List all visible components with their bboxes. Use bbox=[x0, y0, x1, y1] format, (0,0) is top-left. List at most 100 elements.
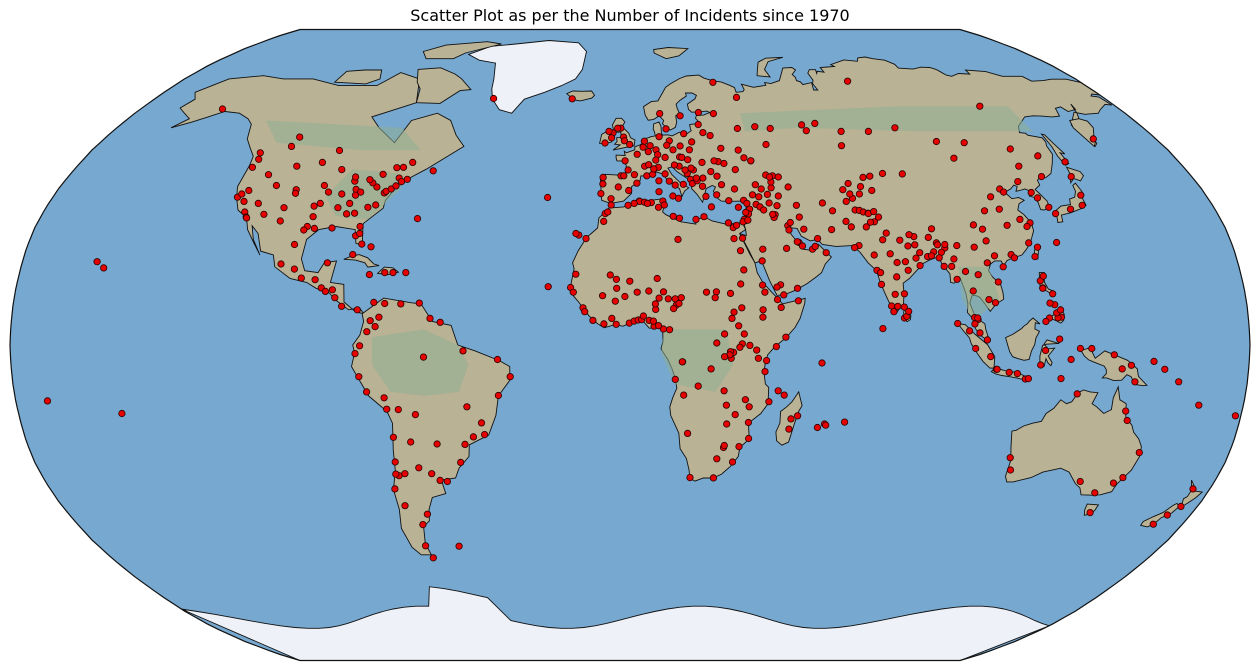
incident-point bbox=[847, 223, 855, 231]
incident-point bbox=[1010, 254, 1019, 262]
incident-point bbox=[659, 325, 668, 333]
incident-point bbox=[709, 110, 718, 118]
incident-point bbox=[644, 148, 652, 156]
incident-point bbox=[630, 171, 639, 179]
incident-point bbox=[843, 77, 852, 85]
incident-point bbox=[736, 343, 744, 351]
incident-point bbox=[772, 342, 781, 351]
incident-point bbox=[337, 302, 346, 310]
incident-point bbox=[886, 250, 894, 258]
incident-point bbox=[748, 191, 757, 199]
incident-point bbox=[864, 127, 873, 135]
incident-point bbox=[798, 242, 807, 250]
incident-point bbox=[607, 195, 615, 203]
incident-point bbox=[741, 396, 750, 404]
incident-point bbox=[1045, 203, 1053, 211]
incident-point bbox=[310, 224, 318, 232]
incident-point bbox=[740, 330, 748, 338]
incident-point bbox=[383, 405, 391, 413]
incident-point bbox=[941, 240, 949, 249]
incident-point bbox=[1077, 191, 1085, 199]
incident-point bbox=[407, 438, 415, 446]
incident-point bbox=[1057, 306, 1065, 314]
incident-point bbox=[443, 477, 451, 486]
incident-point bbox=[1118, 365, 1126, 373]
incident-point bbox=[320, 181, 328, 190]
vegetation-eastern-us bbox=[325, 169, 402, 220]
incident-point bbox=[692, 174, 700, 182]
incident-point bbox=[694, 120, 702, 129]
incident-point bbox=[1006, 466, 1015, 474]
incident-point bbox=[969, 221, 978, 229]
incident-point bbox=[605, 127, 613, 135]
landmass-borneo bbox=[1005, 317, 1041, 361]
incident-point bbox=[759, 306, 767, 314]
incident-point bbox=[728, 458, 737, 466]
incident-point bbox=[974, 314, 982, 322]
incident-point bbox=[987, 352, 995, 361]
incident-point bbox=[786, 218, 794, 227]
incident-point bbox=[614, 183, 622, 191]
incident-point bbox=[543, 193, 552, 202]
incident-point bbox=[392, 182, 400, 190]
incident-point bbox=[381, 299, 389, 308]
incident-point bbox=[684, 156, 692, 164]
incident-point bbox=[738, 304, 746, 312]
incident-point bbox=[828, 207, 837, 215]
incident-point bbox=[342, 210, 351, 218]
incident-point bbox=[238, 190, 246, 198]
incident-point bbox=[568, 95, 576, 103]
incident-point bbox=[639, 143, 647, 151]
incident-point bbox=[338, 166, 346, 174]
incident-point bbox=[983, 259, 991, 267]
landmass-svalbard bbox=[653, 47, 689, 60]
incident-point bbox=[765, 173, 774, 181]
incident-point bbox=[287, 142, 296, 150]
incident-point bbox=[389, 433, 397, 441]
map-boundary bbox=[9, 28, 1251, 662]
incident-point bbox=[612, 275, 621, 283]
incident-point bbox=[608, 314, 616, 322]
incident-point bbox=[993, 365, 1001, 373]
incident-point bbox=[842, 197, 850, 205]
incident-point bbox=[600, 217, 608, 225]
incident-point bbox=[276, 217, 284, 225]
incident-point bbox=[664, 295, 672, 303]
incident-point bbox=[461, 440, 469, 448]
ocean-background bbox=[10, 29, 1250, 661]
incident-point bbox=[761, 288, 769, 296]
incident-point bbox=[670, 161, 679, 169]
incident-point bbox=[118, 409, 126, 418]
incident-point bbox=[633, 288, 641, 296]
incident-point bbox=[373, 183, 381, 191]
incident-point bbox=[904, 242, 912, 250]
map-title: Scatter Plot as per the Number of Incide… bbox=[410, 6, 850, 25]
incident-point bbox=[643, 199, 652, 207]
incident-point bbox=[983, 336, 992, 344]
incident-point bbox=[953, 242, 961, 250]
vegetation-amazon bbox=[371, 329, 469, 396]
incident-point bbox=[795, 213, 803, 221]
incident-point bbox=[927, 225, 936, 233]
incident-point bbox=[758, 281, 767, 289]
incident-point bbox=[991, 299, 1000, 307]
incident-point bbox=[994, 278, 1002, 286]
incident-point bbox=[706, 132, 714, 140]
incident-point bbox=[655, 294, 663, 302]
incident-point bbox=[954, 319, 962, 328]
incident-point bbox=[358, 240, 366, 248]
incident-point bbox=[725, 197, 733, 205]
landmass-baffin bbox=[415, 67, 472, 104]
incident-point bbox=[100, 264, 108, 272]
incident-point bbox=[671, 181, 679, 189]
incident-point bbox=[1027, 188, 1035, 197]
incident-point bbox=[792, 201, 801, 209]
incident-point bbox=[698, 182, 707, 190]
incident-point bbox=[1049, 290, 1057, 298]
incident-point bbox=[296, 133, 304, 141]
incident-point bbox=[280, 204, 288, 212]
incident-point bbox=[1127, 361, 1136, 369]
incident-point bbox=[218, 105, 227, 113]
incident-point bbox=[972, 344, 980, 353]
incident-point bbox=[349, 251, 357, 259]
